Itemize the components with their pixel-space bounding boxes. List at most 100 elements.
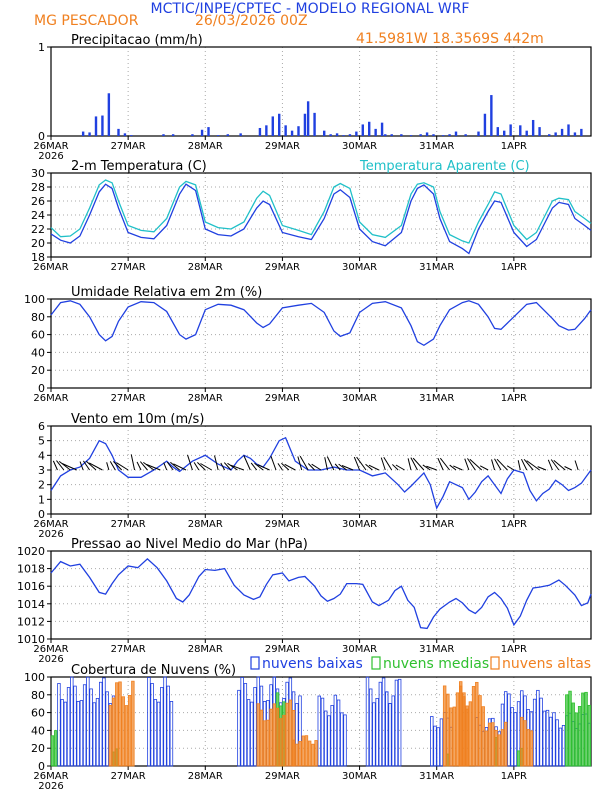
y-tick-label: 1014: [17, 598, 45, 611]
y-tick-label: 0: [38, 508, 45, 521]
cloud-bar: [121, 696, 125, 767]
cloud-bar: [124, 705, 129, 767]
cloud-bar: [565, 694, 569, 767]
y-tick-label: 24: [31, 209, 45, 222]
y-tick-label: 100: [24, 671, 45, 684]
cloud-bar: [259, 709, 264, 767]
y-tick-label: 1: [38, 41, 45, 54]
x-tick-label: 26MAR: [33, 644, 68, 655]
x-tick-label: 26MAR: [33, 262, 68, 273]
x-tick-label: 28MAR: [188, 519, 223, 530]
precip-bar: [538, 127, 541, 136]
precip-bar: [503, 130, 506, 136]
legend-swatch-mid-clouds: [371, 656, 381, 670]
x-tick-label: 1APR: [501, 141, 527, 152]
wind-arrow: [61, 463, 77, 471]
cloud-bar: [552, 712, 556, 767]
precip-bar: [483, 113, 487, 136]
cloud-bar: [89, 688, 93, 767]
wind-arrow: [297, 456, 303, 471]
precip-bar: [448, 134, 451, 136]
x-tick-label: 27MAR: [111, 519, 146, 530]
y-tick-label: 20: [31, 364, 45, 377]
y-tick-label: 26: [31, 195, 45, 208]
precip-bar: [130, 135, 133, 136]
cloud-bar: [156, 701, 161, 767]
panel-mslp: 1010 1012 1014 1016 1018 1020 26MAR 27MAR 28MAR 2…: [17, 537, 592, 665]
precip-bar: [123, 133, 127, 136]
y-tick-label: 1018: [17, 563, 45, 576]
cloud-bar: [262, 720, 267, 767]
cloud-bar: [304, 735, 309, 767]
wind-arrow: [469, 458, 483, 471]
cloud-bar: [131, 680, 135, 767]
wind-arrow: [553, 459, 566, 471]
wind-arrow: [521, 458, 528, 471]
wind-arrow: [56, 460, 65, 471]
precip-bar: [290, 130, 294, 136]
cloud-bar: [532, 698, 537, 767]
y-tick-label: 80: [31, 689, 45, 702]
cloud-bar: [253, 687, 257, 767]
cloud-bar: [256, 703, 260, 767]
cloud-bar: [484, 730, 489, 767]
cloud-bar: [237, 689, 241, 767]
chart-title: MCTIC/INPE/CPTEC - MODELO REGIONAL WRF: [151, 1, 470, 17]
y-tick-label: 80: [31, 311, 45, 324]
cloud-bar: [115, 682, 119, 767]
cloud-bar: [462, 692, 466, 767]
cloud-bar: [369, 688, 373, 767]
x-year-label: 2026: [38, 781, 63, 792]
precip-bar: [207, 127, 210, 136]
precip-bar: [384, 134, 387, 136]
cloud-bar: [95, 698, 100, 767]
cloud-bar: [545, 709, 550, 767]
cloud-bar: [79, 700, 84, 767]
wind-arrow: [277, 463, 283, 471]
cloud-bar: [526, 729, 530, 767]
cloud-bar: [581, 692, 585, 767]
wind-arrow: [574, 460, 579, 471]
wind-arrow: [467, 458, 476, 471]
precip-bar: [509, 124, 512, 136]
plot-frame: [50, 298, 592, 389]
wind-arrow: [506, 465, 515, 471]
cloud-bar: [571, 702, 575, 767]
wind-arrow: [437, 457, 444, 471]
cloud-bar: [147, 677, 151, 767]
cloud-bar: [504, 721, 508, 767]
coordinates-label: 41.5981W 18.3569S 442m: [356, 31, 544, 47]
wind-arrow: [220, 462, 226, 471]
cloud-bar: [57, 683, 61, 767]
panel-precip: 0 1 26MAR 27MAR 28MAR 29MAR 30MAR 31MAR 1APR 2026…: [33, 33, 592, 162]
cloud-bar: [475, 681, 479, 767]
precip-bar: [464, 134, 467, 136]
y-tick-label: 60: [31, 707, 45, 720]
cloud-bar: [381, 677, 386, 767]
wind-arrow: [227, 462, 238, 471]
wind-arrow: [86, 460, 97, 471]
x-tick-label: 27MAR: [111, 262, 146, 273]
series-line: [50, 436, 592, 510]
precip-bar: [519, 125, 522, 136]
wind-arrow: [299, 455, 309, 471]
panel-title: Vento em 10m (m/s): [71, 412, 204, 427]
y-tick-label: 28: [31, 181, 45, 194]
precip-bar: [342, 135, 345, 136]
cloud-bar: [314, 740, 318, 767]
x-year-label: 2026: [38, 654, 63, 665]
cloud-bar: [327, 715, 331, 767]
wind-arrow: [453, 465, 463, 471]
cloud-bar: [279, 718, 283, 767]
x-tick-label: 31MAR: [419, 771, 454, 782]
series-line: [50, 183, 592, 255]
x-tick-label: 28MAR: [188, 262, 223, 273]
cloud-bar: [516, 750, 521, 767]
y-tick-label: 0: [38, 130, 45, 143]
wind-arrow: [146, 463, 161, 471]
precip-bar: [390, 134, 393, 136]
precip-bar: [239, 133, 242, 136]
x-tick-label: 27MAR: [111, 771, 146, 782]
x-tick-label: 27MAR: [111, 141, 146, 152]
